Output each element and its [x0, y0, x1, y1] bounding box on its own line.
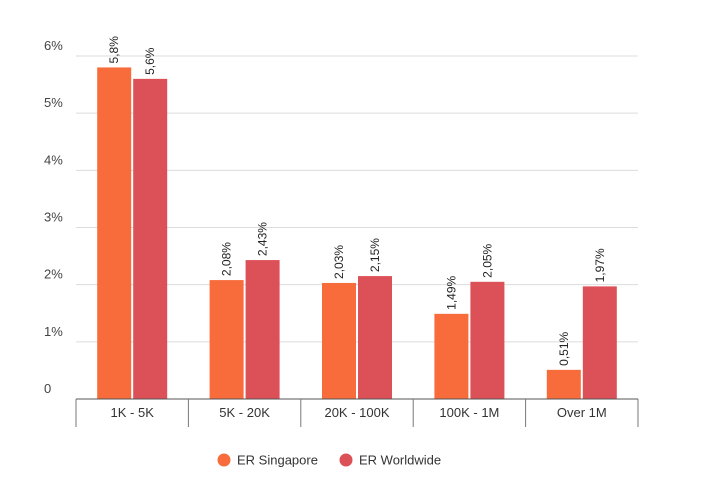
data-label: 2,43%: [256, 222, 270, 256]
y-tick-label: 1%: [44, 324, 63, 339]
legend: ER Singapore ER Worldwide: [217, 453, 441, 468]
legend-label: ER Singapore: [237, 453, 318, 468]
bar: [97, 67, 132, 399]
gridlines: [76, 55, 638, 343]
legend-label: ER Worldwide: [359, 453, 441, 468]
bar: [582, 286, 617, 399]
bar: [358, 276, 392, 399]
y-tick-label: 4%: [44, 152, 63, 167]
bar: [322, 282, 356, 399]
data-label: 2,05%: [480, 243, 494, 277]
bar: [470, 281, 505, 399]
y-tick-label: 6%: [44, 38, 63, 53]
x-category-label: Over 1M: [557, 405, 607, 420]
bar: [209, 280, 244, 399]
bar: [434, 313, 469, 399]
bar: [245, 260, 280, 399]
data-label: 2,03%: [332, 245, 346, 279]
y-tick-label: 0: [44, 381, 51, 396]
y-tick-label: 3%: [44, 210, 63, 225]
legend-swatch: [339, 453, 353, 467]
y-tick-label: 2%: [44, 267, 63, 282]
data-label: 5,8%: [107, 36, 121, 64]
data-labels: 5,8% 5,6% 2,08% 2,43% 2,03% 2,15% 1,49% 2,05% 0,…: [107, 36, 607, 366]
data-label: 1,49%: [444, 275, 458, 309]
data-label: 0,51%: [557, 331, 571, 365]
x-category-label: 100K - 1M: [439, 405, 499, 420]
y-tick-label: 5%: [44, 95, 63, 110]
data-label: 2,08%: [220, 242, 234, 276]
bar: [133, 78, 168, 399]
bar: [546, 369, 581, 399]
x-category-label: 5K - 20K: [219, 405, 270, 420]
bars: [97, 67, 617, 399]
x-category-label: 1K - 5K: [111, 405, 155, 420]
data-label: 5,6%: [143, 47, 157, 75]
data-label: 2,15%: [368, 238, 382, 272]
y-axis: 0 1% 2% 3% 4% 5% 6%: [44, 38, 63, 396]
x-category-label: 20K - 100K: [324, 405, 389, 420]
legend-swatch: [217, 453, 231, 467]
data-label: 1,97%: [593, 248, 607, 282]
x-axis: 1K - 5K 5K - 20K 20K - 100K 100K - 1M Over 1…: [75, 398, 639, 427]
